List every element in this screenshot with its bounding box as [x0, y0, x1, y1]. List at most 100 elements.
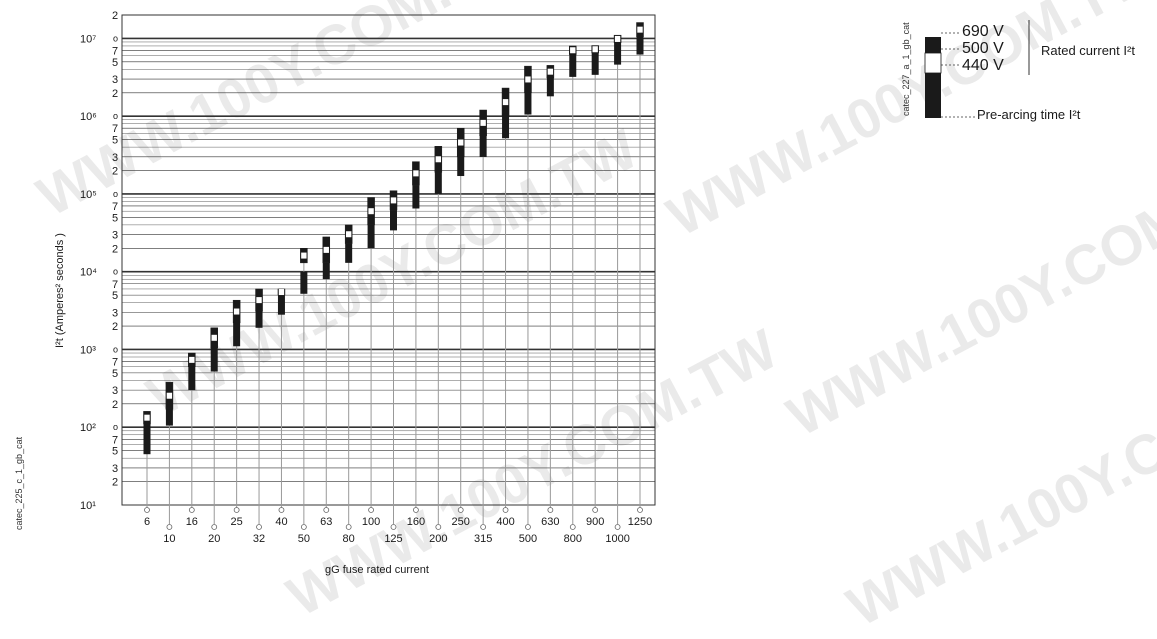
y-tick-minor: 5: [112, 290, 118, 302]
y-tick-minor: 3: [112, 74, 118, 86]
bar-prearcing: [434, 172, 442, 194]
legend-swatch-440v: [924, 52, 942, 74]
legend-swatch-prearcing: [925, 73, 941, 118]
category-marker: [637, 507, 643, 513]
category-marker: [547, 507, 554, 513]
bar-prearcing: [636, 36, 644, 55]
x-tick-label: 10: [163, 533, 175, 545]
legend-prearcing: Pre-arcing time I²t: [977, 107, 1081, 122]
y-tick-minor: 2: [112, 88, 118, 100]
x-tick-label: 800: [564, 533, 582, 545]
x-tick-label: 32: [253, 533, 265, 545]
bar-prearcing: [591, 51, 599, 75]
y-tick-minor: 5: [112, 57, 118, 69]
x-tick-label: 20: [208, 533, 220, 545]
category-marker: [233, 507, 240, 513]
bar-prearcing: [569, 52, 577, 77]
bar-prearcing: [233, 321, 241, 347]
bar-rated-gap: [458, 139, 464, 146]
bar-prearcing: [367, 224, 375, 249]
y-tick-minor: 7: [112, 357, 118, 369]
x-tick-label: 25: [231, 516, 243, 528]
category-marker: [188, 507, 195, 513]
x-tick-label: 50: [298, 533, 310, 545]
bar-rated-gap: [435, 156, 442, 163]
y-tick-minor: 2: [112, 243, 118, 255]
y-tick-zero: o: [113, 344, 118, 354]
category-marker: [592, 507, 599, 513]
bar-rated-gap: [502, 99, 509, 106]
y-axis-title: I²t (Amperes² seconds ): [54, 233, 66, 348]
category-marker: [390, 524, 397, 530]
legend-code-label: catec_227_a_1_gb_cat: [901, 22, 911, 116]
bar-rated-gap: [189, 356, 195, 363]
bar-rated-gap: [637, 26, 643, 33]
bar-rated-gap: [278, 289, 285, 296]
bar-rated-gap: [547, 68, 554, 75]
category-marker: [211, 524, 218, 530]
y-tick-minor: 5: [112, 212, 118, 224]
bar-prearcing: [300, 271, 308, 294]
category-marker: [256, 524, 262, 530]
y-tick-decade: 10⁷: [80, 33, 96, 45]
y-tick-decade: 10³: [80, 344, 96, 356]
bar-prearcing: [524, 92, 532, 115]
plot-frame: [121, 14, 656, 506]
y-tick-zero: o: [113, 111, 118, 121]
y-tick-minor: 7: [112, 123, 118, 135]
y-tick-zero: o: [113, 189, 118, 199]
x-tick-label: 160: [407, 516, 425, 528]
bar-prearcing: [390, 210, 397, 231]
y-tick-zero: o: [113, 33, 118, 43]
bar-rated-gap: [525, 76, 531, 83]
category-marker: [345, 524, 352, 530]
category-marker: [457, 507, 464, 513]
x-tick-label: 1250: [628, 516, 652, 528]
x-axis-title: gG fuse rated current: [325, 564, 429, 576]
category-marker: [413, 507, 419, 513]
y-tick-decade: 10¹: [80, 500, 96, 512]
bar-prearcing: [479, 133, 487, 157]
bar-prearcing: [345, 243, 353, 263]
category-marker: [144, 507, 150, 513]
category-marker: [278, 507, 285, 513]
bar-rated-gap: [614, 35, 621, 42]
x-tick-label: 500: [519, 533, 537, 545]
category-marker: [166, 524, 173, 530]
bar-rated-gap: [390, 197, 397, 204]
y-tick-minor: 7: [112, 201, 118, 213]
y-tick-minor: 3: [112, 463, 118, 475]
x-tick-label: 315: [474, 533, 492, 545]
bar-rated-gap: [323, 246, 329, 253]
y-tick-zero: o: [113, 422, 118, 432]
category-marker: [300, 524, 307, 530]
chart-code-label: catec_225_c_1_gb_cat: [14, 436, 24, 530]
y-tick-minor: 3: [112, 307, 118, 319]
bar-rated-gap: [345, 231, 352, 238]
y-tick-minor: 5: [112, 368, 118, 380]
x-tick-label: 63: [320, 516, 332, 528]
bar-rated-gap: [301, 252, 307, 259]
category-marker: [435, 524, 442, 530]
category-marker: [569, 524, 576, 530]
bar-prearcing: [412, 185, 420, 209]
bar-prearcing: [255, 310, 263, 328]
y-tick-minor: 7: [112, 434, 118, 446]
category-marker: [368, 507, 374, 513]
bar-prearcing: [502, 114, 510, 139]
bar-prearcing: [277, 294, 285, 315]
x-tick-label: 250: [452, 516, 470, 528]
bar-rated-gap: [368, 208, 374, 215]
bar-rated-gap: [211, 334, 217, 341]
bar-rated-gap: [480, 119, 486, 126]
y-tick-minor: 7: [112, 279, 118, 291]
y-tick-minor: 2: [112, 477, 118, 489]
y-tick-minor: 7: [112, 45, 118, 57]
x-tick-label: 1000: [605, 533, 629, 545]
bar-rated-gap: [144, 414, 150, 421]
x-tick-label: 40: [275, 516, 287, 528]
x-tick-label: 630: [541, 516, 559, 528]
bar-prearcing: [322, 262, 330, 280]
bar-rated-gap: [233, 308, 240, 315]
